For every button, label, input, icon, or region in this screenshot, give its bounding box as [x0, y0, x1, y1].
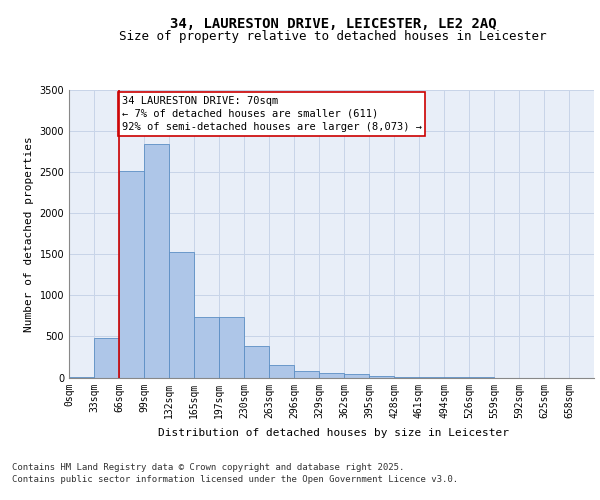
- Bar: [219, 316, 244, 378]
- Text: Contains public sector information licensed under the Open Government Licence v3: Contains public sector information licen…: [12, 475, 458, 484]
- Bar: [94, 338, 119, 378]
- Text: 34, LAURESTON DRIVE, LEICESTER, LE2 2AQ: 34, LAURESTON DRIVE, LEICESTER, LE2 2AQ: [170, 18, 496, 32]
- Bar: [269, 365, 294, 378]
- Bar: [369, 376, 394, 378]
- Y-axis label: Number of detached properties: Number of detached properties: [24, 136, 34, 332]
- Text: Size of property relative to detached houses in Leicester: Size of property relative to detached ho…: [119, 30, 547, 43]
- Bar: [119, 172, 144, 378]
- Text: Distribution of detached houses by size in Leicester: Distribution of detached houses by size …: [158, 428, 509, 438]
- Bar: [194, 316, 219, 378]
- Bar: [319, 372, 344, 378]
- Bar: [244, 346, 269, 378]
- Bar: [144, 144, 169, 378]
- Bar: [69, 376, 94, 378]
- Text: Contains HM Land Registry data © Crown copyright and database right 2025.: Contains HM Land Registry data © Crown c…: [12, 462, 404, 471]
- Text: 34 LAURESTON DRIVE: 70sqm
← 7% of detached houses are smaller (611)
92% of semi-: 34 LAURESTON DRIVE: 70sqm ← 7% of detach…: [121, 96, 421, 132]
- Bar: [294, 372, 319, 378]
- Bar: [344, 374, 369, 378]
- Bar: [169, 252, 194, 378]
